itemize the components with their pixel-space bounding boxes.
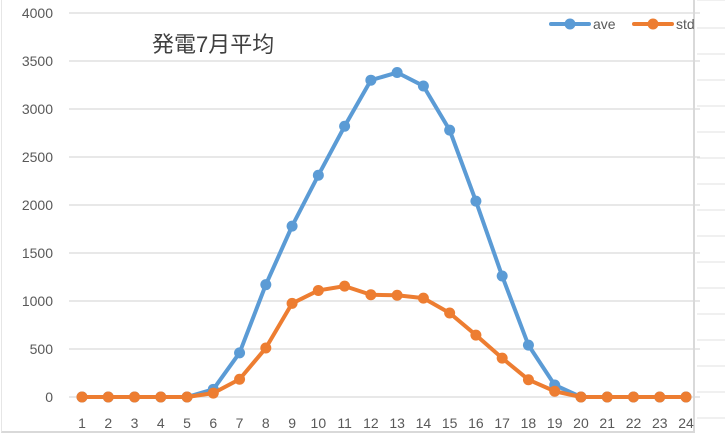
x-tick-label: 22	[626, 415, 642, 431]
x-tick-label: 12	[363, 415, 379, 431]
x-tick-label: 24	[678, 415, 694, 431]
legend-label: ave	[593, 16, 616, 32]
y-tick-label: 1500	[22, 245, 53, 261]
data-point-marker	[155, 391, 167, 403]
legend-item-std: std	[632, 16, 695, 32]
data-point-marker	[522, 374, 534, 386]
y-tick-label: 3500	[22, 53, 53, 69]
chart-frame	[1, 0, 695, 433]
data-point-marker	[312, 169, 324, 181]
data-point-marker	[522, 339, 534, 351]
x-tick-label: 4	[157, 415, 165, 431]
chart-title: 発電7月平均	[152, 32, 274, 57]
y-tick-label: 4000	[22, 5, 53, 21]
series-std	[76, 280, 692, 403]
data-point-marker	[312, 284, 324, 296]
data-point-marker	[549, 385, 561, 397]
data-point-marker	[207, 387, 219, 399]
x-tick-label: 17	[494, 415, 510, 431]
x-axis-labels: 1 2 3 4 5 6 7 8 9 10 11 12 13 14 15 16 17 18 19 20 21 22 23 24	[78, 415, 694, 431]
series-line	[80, 284, 688, 399]
data-point-marker	[339, 120, 351, 132]
data-point-marker	[627, 391, 639, 403]
x-tick-label: 18	[521, 415, 537, 431]
x-tick-label: 10	[311, 415, 327, 431]
x-tick-label: 3	[131, 415, 139, 431]
y-tick-label: 0	[45, 389, 53, 405]
x-tick-label: 21	[599, 415, 615, 431]
x-tick-label: 5	[183, 415, 191, 431]
data-point-marker	[129, 391, 141, 403]
x-tick-label: 15	[442, 415, 458, 431]
data-point-marker	[575, 391, 587, 403]
legend-item-ave: ave	[549, 16, 616, 32]
data-point-marker	[417, 80, 429, 92]
data-point-marker	[286, 297, 298, 309]
x-tick-label: 9	[288, 415, 296, 431]
data-point-marker	[417, 292, 429, 304]
data-point-marker	[680, 391, 692, 403]
data-point-marker	[102, 391, 114, 403]
data-point-marker	[470, 329, 482, 341]
data-point-marker	[339, 280, 351, 292]
series-lines	[76, 67, 692, 403]
series-line	[80, 70, 688, 399]
x-tick-label: 20	[573, 415, 589, 431]
data-point-marker	[365, 289, 377, 301]
data-point-marker	[181, 391, 193, 403]
data-point-marker	[76, 391, 88, 403]
data-point-marker	[234, 373, 246, 385]
data-point-marker	[496, 352, 508, 364]
x-tick-label: 7	[236, 415, 244, 431]
x-tick-label: 11	[337, 415, 352, 431]
data-point-marker	[654, 391, 666, 403]
y-tick-label: 1000	[22, 293, 53, 309]
data-point-marker	[391, 67, 403, 79]
x-tick-label: 14	[416, 415, 432, 431]
legend-marker-icon	[564, 18, 576, 30]
x-tick-label: 19	[547, 415, 563, 431]
series-ave	[76, 67, 692, 403]
sheet-cell-lines	[697, 0, 725, 419]
data-point-marker	[260, 342, 272, 354]
x-tick-label: 13	[389, 415, 405, 431]
data-point-marker	[444, 124, 456, 136]
data-point-marker	[260, 279, 272, 291]
y-axis-labels: 0 500 1000 1500 2000 2500 3000 3500 4000	[22, 5, 53, 405]
y-tick-label: 2500	[22, 149, 53, 165]
data-point-marker	[601, 391, 613, 403]
legend: ave std	[549, 16, 695, 32]
x-tick-label: 2	[104, 415, 112, 431]
legend-label: std	[676, 16, 695, 32]
gridlines	[69, 12, 700, 398]
data-point-marker	[234, 347, 246, 359]
x-tick-label: 1	[78, 415, 86, 431]
data-point-marker	[365, 74, 377, 86]
x-tick-label: 8	[262, 415, 270, 431]
data-point-marker	[470, 195, 482, 207]
x-tick-label: 16	[468, 415, 484, 431]
data-point-marker	[444, 307, 456, 319]
data-point-marker	[496, 270, 508, 282]
y-tick-label: 500	[30, 341, 54, 357]
legend-marker-icon	[647, 18, 659, 30]
x-tick-label: 23	[652, 415, 668, 431]
data-point-marker	[286, 220, 298, 232]
y-tick-label: 2000	[22, 197, 53, 213]
x-tick-label: 6	[209, 415, 217, 431]
data-point-marker	[391, 289, 403, 301]
y-tick-label: 3000	[22, 101, 53, 117]
